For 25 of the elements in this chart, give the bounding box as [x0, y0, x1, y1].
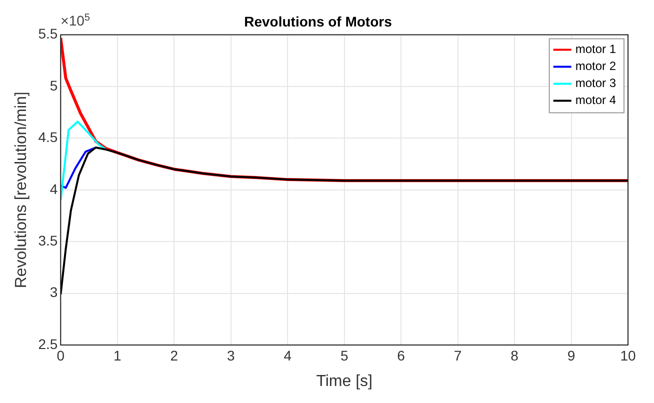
x-tick-label: 5 — [340, 347, 348, 364]
x-tick-label: 6 — [397, 347, 406, 364]
legend-label: motor 3 — [575, 76, 616, 90]
x-axis-title: Time [s] — [316, 372, 372, 390]
x-tick-label: 10 — [620, 347, 636, 364]
x-tick-label: 9 — [567, 347, 576, 364]
x-tick-label: 1 — [113, 347, 122, 364]
y-tick-label: 4.5 — [38, 129, 58, 146]
y-tick-label: 5 — [50, 77, 58, 94]
x-tick-label: 4 — [284, 347, 292, 364]
x-tick-label: 8 — [510, 347, 519, 364]
chart-title: Revolutions of Motors — [244, 13, 392, 30]
x-tick-label: 2 — [170, 347, 178, 364]
y-axis-title: Revolutions [revolution/min] — [13, 92, 30, 288]
x-tick-label: 3 — [226, 347, 235, 364]
x-tick-label: 7 — [454, 347, 462, 364]
y-tick-label: 4 — [50, 180, 58, 197]
legend-label: motor 2 — [575, 59, 616, 74]
y-tick-label: 2.5 — [38, 336, 58, 352]
y-tick-label: 3.5 — [38, 232, 58, 248]
y-tick-label: 5.5 — [38, 26, 58, 42]
legend-label: motor 1 — [575, 42, 616, 56]
y-tick-label: 3 — [50, 284, 58, 300]
x-tick-label: 0 — [56, 347, 65, 364]
legend-label: motor 4 — [575, 93, 616, 108]
